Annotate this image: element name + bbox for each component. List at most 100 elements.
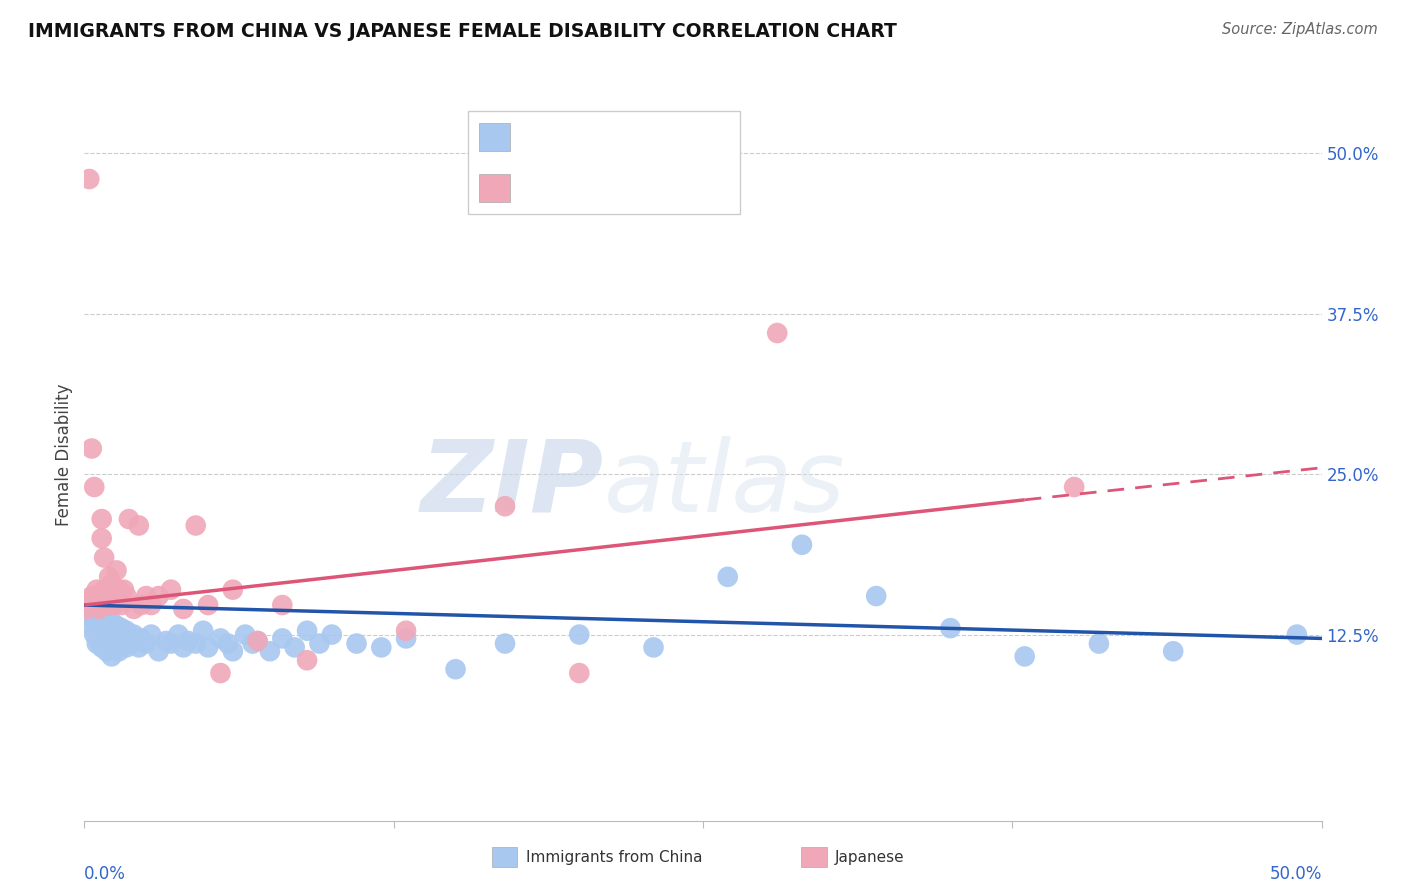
- Point: [93, 550, 115, 565]
- Point: [128, 518, 150, 533]
- Point: [444, 662, 467, 676]
- Point: [160, 582, 183, 597]
- Point: [135, 636, 157, 650]
- Text: atlas: atlas: [605, 435, 845, 533]
- Point: [172, 640, 194, 655]
- Point: [100, 576, 122, 591]
- Point: [141, 598, 163, 612]
- Point: [110, 636, 132, 650]
- Text: Immigrants from China: Immigrants from China: [526, 850, 703, 864]
- Point: [115, 640, 138, 655]
- Point: [1014, 649, 1036, 664]
- Text: 50.0%: 50.0%: [1270, 864, 1322, 882]
- Point: [80, 611, 103, 625]
- Point: [172, 602, 194, 616]
- Point: [122, 627, 145, 641]
- Point: [83, 480, 105, 494]
- Point: [494, 500, 516, 514]
- Point: [105, 634, 128, 648]
- Point: [98, 570, 121, 584]
- Point: [103, 598, 125, 612]
- Point: [80, 442, 103, 456]
- Point: [790, 538, 813, 552]
- Point: [321, 627, 343, 641]
- Point: [370, 640, 392, 655]
- Point: [105, 563, 128, 577]
- Point: [79, 595, 101, 609]
- Point: [1088, 636, 1111, 650]
- Point: [110, 621, 132, 635]
- Point: [494, 636, 516, 650]
- Point: [129, 598, 152, 612]
- Point: [90, 640, 112, 655]
- Point: [222, 644, 245, 658]
- Point: [76, 602, 98, 616]
- Point: [98, 636, 121, 650]
- Point: [1161, 644, 1184, 658]
- Point: [93, 632, 115, 646]
- Point: [865, 589, 887, 603]
- Text: -0.108: -0.108: [547, 128, 606, 145]
- Point: [643, 640, 665, 655]
- Point: [83, 627, 105, 641]
- Point: [209, 632, 232, 646]
- Point: [308, 636, 330, 650]
- Point: [83, 598, 105, 612]
- Point: [105, 618, 128, 632]
- Point: [184, 518, 207, 533]
- Point: [115, 589, 138, 603]
- Point: [271, 632, 294, 646]
- Point: [79, 606, 101, 620]
- Point: [1285, 627, 1308, 641]
- Text: IMMIGRANTS FROM CHINA VS JAPANESE FEMALE DISABILITY CORRELATION CHART: IMMIGRANTS FROM CHINA VS JAPANESE FEMALE…: [28, 22, 897, 41]
- Point: [115, 624, 138, 638]
- Point: [90, 512, 112, 526]
- Point: [122, 602, 145, 616]
- Point: [209, 666, 232, 681]
- Point: [197, 598, 219, 612]
- Point: [100, 615, 122, 629]
- Text: N =: N =: [607, 179, 644, 197]
- Point: [155, 634, 177, 648]
- Point: [80, 589, 103, 603]
- Point: [128, 640, 150, 655]
- Point: [86, 621, 108, 635]
- Point: [118, 512, 141, 526]
- Point: [96, 598, 118, 612]
- Point: [98, 627, 121, 641]
- Point: [197, 640, 219, 655]
- Point: [242, 636, 264, 650]
- Point: [148, 589, 170, 603]
- Point: [108, 627, 131, 641]
- Point: [86, 598, 108, 612]
- Point: [395, 624, 418, 638]
- Point: [160, 636, 183, 650]
- Point: [90, 624, 112, 638]
- Point: [86, 582, 108, 597]
- Point: [79, 172, 101, 186]
- Text: N =: N =: [607, 128, 644, 145]
- Point: [86, 636, 108, 650]
- Point: [295, 624, 318, 638]
- Point: [346, 636, 368, 650]
- Point: [568, 666, 591, 681]
- Point: [259, 644, 281, 658]
- Point: [89, 602, 111, 616]
- Point: [939, 621, 962, 635]
- Point: [103, 640, 125, 655]
- Point: [76, 602, 98, 616]
- Point: [717, 570, 740, 584]
- Text: ZIP: ZIP: [420, 435, 605, 533]
- Text: 0.174: 0.174: [547, 179, 605, 197]
- Text: R =: R =: [516, 128, 551, 145]
- Point: [93, 582, 115, 597]
- Point: [108, 644, 131, 658]
- Point: [191, 624, 214, 638]
- Point: [568, 627, 591, 641]
- Point: [233, 627, 256, 641]
- Point: [100, 649, 122, 664]
- Point: [86, 608, 108, 623]
- Point: [89, 615, 111, 629]
- Point: [89, 634, 111, 648]
- Point: [118, 627, 141, 641]
